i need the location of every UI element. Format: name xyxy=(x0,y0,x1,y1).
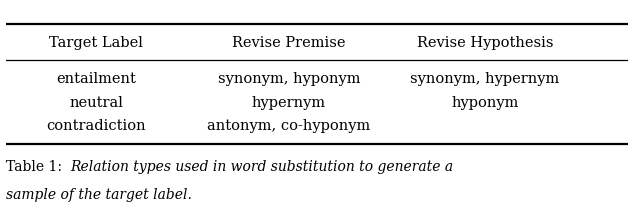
Text: Relation types used in word substitution to generate a: Relation types used in word substitution… xyxy=(70,160,453,174)
Text: antonym, co-hyponym: antonym, co-hyponym xyxy=(207,119,371,133)
Text: hyponym: hyponym xyxy=(451,96,519,110)
Text: neutral: neutral xyxy=(70,96,124,110)
Text: synonym, hyponym: synonym, hyponym xyxy=(218,72,360,86)
Text: Revise Hypothesis: Revise Hypothesis xyxy=(417,37,553,51)
Text: Target Label: Target Label xyxy=(49,37,143,51)
Text: contradiction: contradiction xyxy=(47,119,146,133)
Text: Table 1:: Table 1: xyxy=(6,160,67,174)
Text: Revise Premise: Revise Premise xyxy=(232,37,346,51)
Text: sample of the target label.: sample of the target label. xyxy=(6,188,192,202)
Text: hypernym: hypernym xyxy=(252,96,326,110)
Text: entailment: entailment xyxy=(56,72,136,86)
Text: synonym, hypernym: synonym, hypernym xyxy=(410,72,559,86)
